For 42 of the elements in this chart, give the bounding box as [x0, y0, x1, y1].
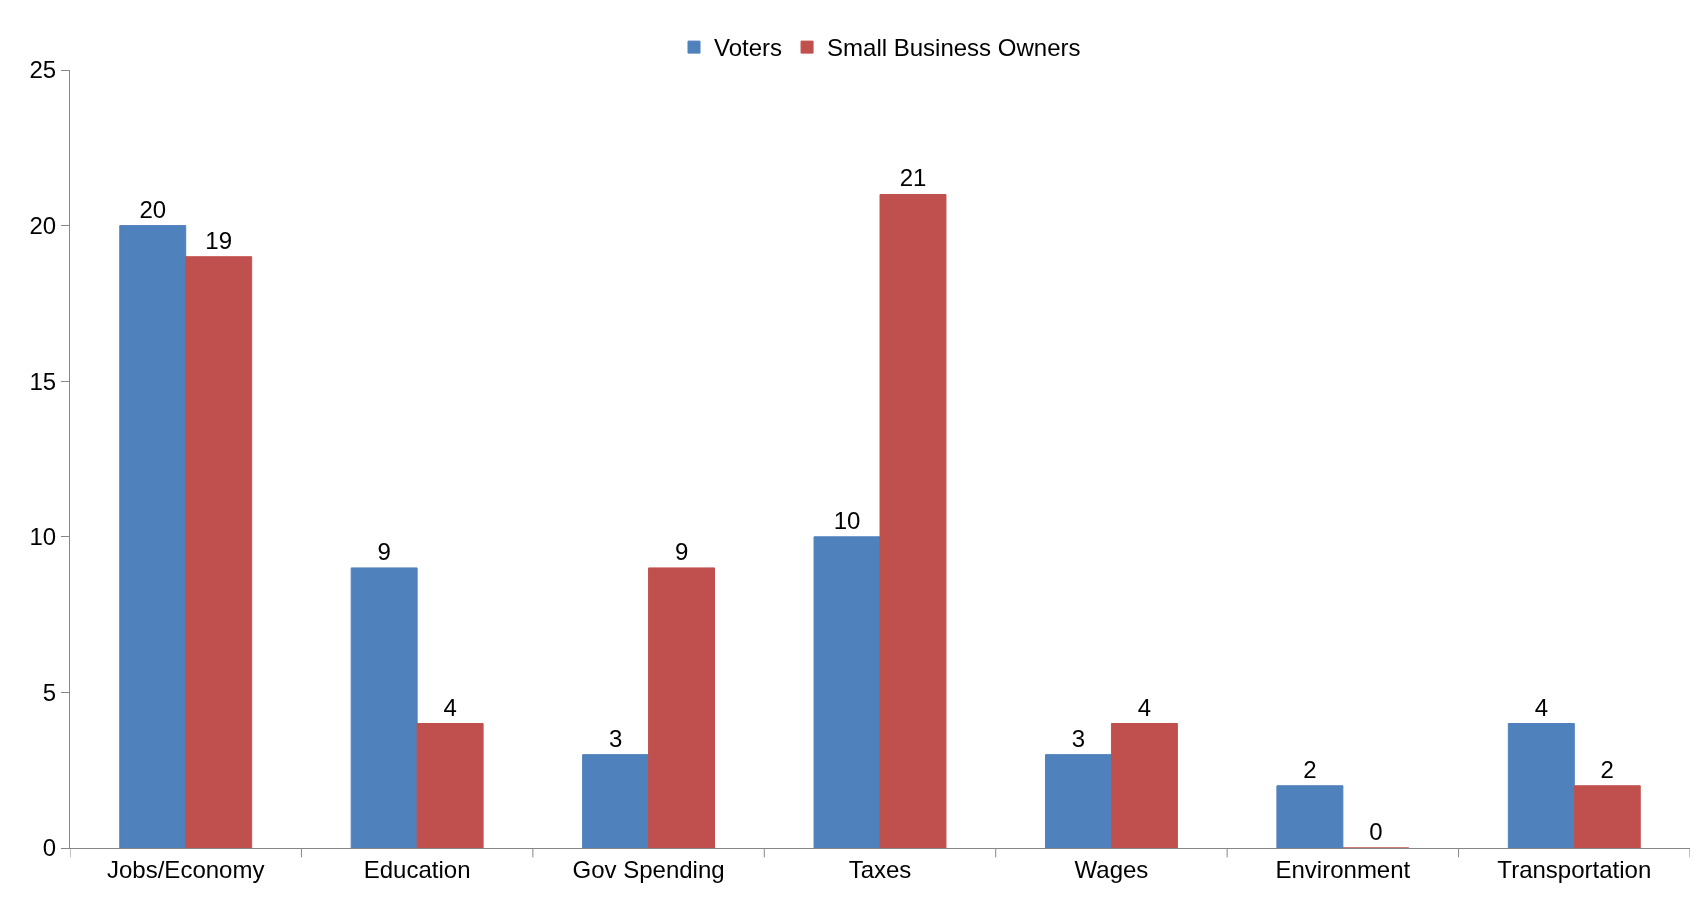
data-label: 2: [1303, 755, 1317, 783]
y-tick-label: 15: [29, 367, 57, 395]
data-label: 10: [833, 506, 861, 534]
y-tick-label: 10: [29, 523, 57, 551]
bar: [185, 256, 253, 848]
data-label: 3: [608, 724, 623, 752]
bar: [1044, 754, 1112, 848]
legend-label: Voters: [714, 34, 783, 62]
legend-label: Small Business Owners: [827, 34, 1081, 62]
bar: [1276, 785, 1344, 848]
bar: [1507, 723, 1575, 848]
bar: [416, 723, 484, 848]
data-label: 4: [443, 693, 457, 721]
x-tick-label: Environment: [1275, 855, 1411, 883]
x-tick-label: Wages: [1074, 855, 1149, 883]
y-tick-label: 25: [29, 56, 57, 84]
bar: [119, 225, 187, 848]
data-label: 9: [674, 537, 689, 565]
data-label: 19: [205, 226, 233, 254]
x-tick-label: Taxes: [848, 855, 912, 883]
data-label: 2: [1600, 755, 1614, 783]
data-label: 21: [899, 164, 927, 192]
y-tick-label: 20: [29, 212, 57, 239]
data-label: 0: [1369, 818, 1383, 845]
data-label: 9: [377, 537, 391, 565]
bar: [813, 536, 881, 848]
data-label: 20: [139, 195, 167, 223]
x-tick-label: Jobs/Economy: [107, 855, 265, 883]
x-tick-label: Gov Spending: [572, 855, 725, 883]
bar: [350, 567, 418, 848]
bar: [1110, 723, 1178, 848]
data-label: 3: [1071, 724, 1086, 752]
bar: [582, 754, 650, 848]
y-tick-label: 5: [42, 678, 57, 706]
y-tick-label: 0: [42, 834, 57, 862]
bar: [648, 567, 716, 848]
x-tick-label: Transportation: [1497, 855, 1652, 883]
x-tick-label: Education: [363, 855, 471, 883]
bar: [1573, 785, 1641, 848]
data-label: 4: [1534, 693, 1548, 721]
bar: [879, 193, 947, 848]
data-label: 4: [1137, 693, 1152, 721]
